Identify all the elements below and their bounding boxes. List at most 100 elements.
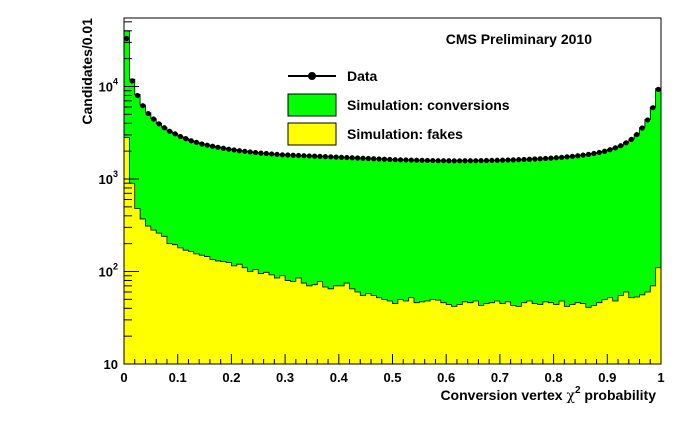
- conversions-bin: [408, 159, 415, 364]
- conversions-bin: [242, 151, 248, 364]
- conversions-bin: [618, 145, 624, 364]
- x-axis-label-chi: χ: [567, 388, 576, 404]
- fakes-bin: [424, 300, 431, 364]
- fakes-bin: [521, 302, 528, 364]
- conversions-bin: [403, 159, 410, 364]
- fakes-bin: [376, 297, 383, 364]
- fakes-bin: [344, 283, 350, 364]
- fakes-bin: [215, 260, 222, 364]
- data-point: [602, 148, 608, 154]
- conversions-bin: [419, 160, 426, 364]
- conversions-bin: [440, 160, 447, 364]
- data-point: [354, 155, 361, 161]
- data-point: [478, 157, 484, 164]
- fakes-bin: [446, 304, 452, 364]
- data-point: [591, 150, 597, 157]
- fakes-bin: [172, 244, 179, 364]
- data-point: [129, 78, 135, 84]
- conversions-bin: [580, 155, 587, 364]
- conversions-bin: [564, 156, 571, 364]
- data-point: [403, 157, 409, 163]
- conversions-bin: [505, 159, 512, 364]
- conversions-bin: [569, 156, 576, 364]
- fakes-bin: [628, 297, 635, 364]
- conversions-bin: [435, 160, 442, 364]
- y-axis: 10 102 103 104: [99, 21, 139, 372]
- x-tick-label: 0.3: [276, 370, 294, 385]
- data-point: [553, 155, 559, 161]
- y-tick-label: 104: [99, 76, 118, 94]
- data-point: [618, 143, 624, 149]
- data-point: [371, 156, 377, 162]
- conversions-bin: [285, 154, 291, 364]
- data-point: [467, 158, 473, 164]
- data-point: [177, 133, 183, 140]
- conversions-bin: [526, 159, 533, 364]
- x-tick-label: 0.9: [598, 370, 616, 385]
- conversions-bin: [247, 151, 254, 364]
- fakes-bin: [575, 302, 581, 364]
- fakes-bin: [505, 301, 512, 364]
- conversions-bin: [290, 155, 297, 364]
- conversions-bin: [295, 155, 302, 364]
- x-axis-label-superscript: 2: [575, 385, 581, 396]
- fakes-bin: [408, 297, 415, 364]
- data-point: [156, 121, 162, 127]
- data-point: [505, 157, 511, 163]
- data-point: [150, 116, 157, 122]
- conversions-bin: [430, 160, 436, 364]
- data-point: [220, 145, 226, 151]
- conversions-bin: [258, 152, 265, 364]
- data-point: [188, 138, 194, 144]
- fakes-bin: [462, 301, 469, 364]
- conversions-bin: [489, 160, 495, 364]
- conversions-bin: [333, 156, 340, 364]
- fakes-bin: [580, 303, 587, 364]
- data-point: [532, 156, 538, 162]
- conversions-bin: [268, 153, 275, 364]
- legend-fakes-label: Simulation: fakes: [347, 126, 463, 142]
- fakes-bin: [231, 265, 238, 364]
- data-point: [360, 155, 366, 161]
- data-point: [236, 148, 243, 154]
- fakes-bin: [392, 303, 399, 364]
- conversions-bin: [499, 160, 506, 364]
- data-point: [376, 156, 382, 162]
- data-point: [424, 157, 431, 164]
- data-point: [247, 149, 253, 155]
- conversions-bin: [365, 158, 372, 364]
- x-tick-label: 0.2: [222, 370, 240, 385]
- fakes-bin: [381, 299, 388, 364]
- conversions-bin: [338, 157, 345, 364]
- data-point: [338, 154, 345, 160]
- fakes-bin: [177, 247, 184, 364]
- fakes-bin: [419, 301, 426, 364]
- conversions-bin: [591, 153, 597, 364]
- fakes-bin: [242, 267, 248, 364]
- data-point: [397, 157, 404, 163]
- conversions-bin: [252, 152, 259, 364]
- data-point: [430, 157, 436, 164]
- chart-title: CMS Preliminary 2010: [446, 31, 593, 47]
- fakes-bin: [360, 295, 367, 364]
- fakes-bin: [532, 303, 538, 364]
- conversions-bin: [387, 159, 393, 364]
- fakes-bin: [156, 233, 162, 364]
- legend: Data Simulation: conversions Simulation:…: [287, 68, 510, 146]
- conversions-bin: [236, 150, 243, 364]
- x-tick-label: 0: [120, 370, 127, 385]
- fakes-bin: [618, 295, 624, 364]
- plot-area: [123, 30, 662, 365]
- data-point: [193, 139, 200, 145]
- fakes-bin: [183, 250, 189, 364]
- x-tick-label: 0.4: [330, 370, 349, 385]
- conversions-bin: [639, 127, 646, 364]
- data-point: [183, 136, 189, 142]
- conversions-bin: [623, 142, 630, 364]
- conversions-bin: [344, 157, 350, 364]
- fakes-bin: [456, 304, 463, 364]
- fakes-bin: [247, 271, 254, 364]
- fakes-bin: [644, 292, 651, 364]
- fakes-bin: [161, 236, 168, 364]
- data-point: [285, 152, 291, 158]
